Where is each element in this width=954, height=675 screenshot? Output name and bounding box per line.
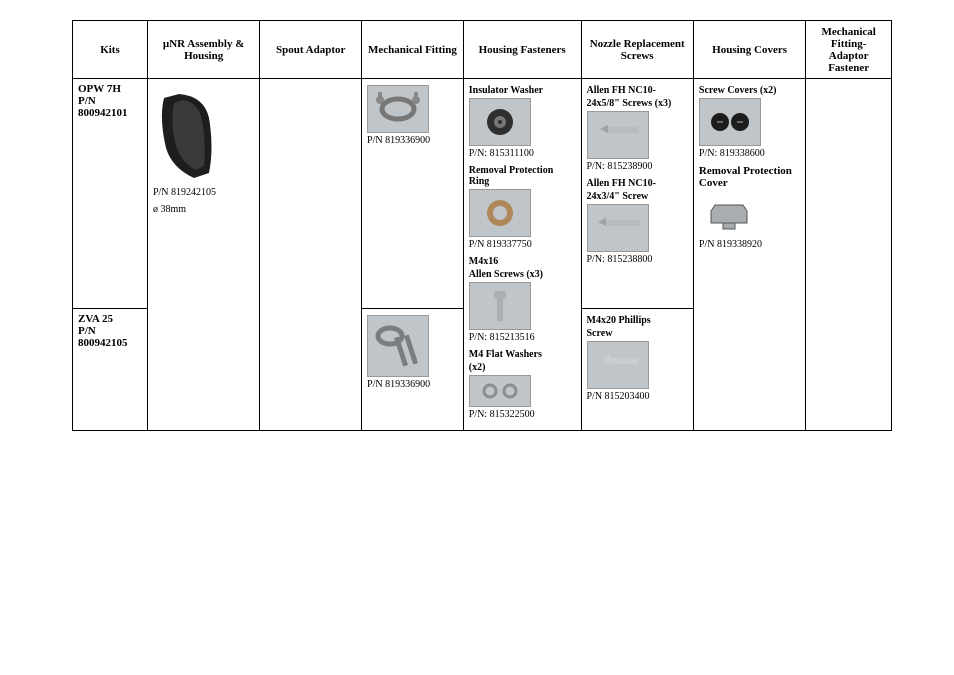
removalcover-pn: P/N 819338920 (699, 239, 800, 250)
allen58-label2: 24x5/8" Screws (x3) (587, 98, 688, 109)
mechfit-opw-image (367, 85, 429, 133)
kit-opw7h-line3: 800942101 (78, 107, 142, 119)
allen58-pn: P/N: 815238900 (587, 161, 688, 172)
m4washers-label1: M4 Flat Washers (469, 349, 576, 360)
inswasher-pn: P/N: 815311100 (469, 148, 576, 159)
screwcovers-pn: P/N: 819338600 (699, 148, 800, 159)
cell-covers: Screw Covers (x2) P/N: 819338600 Removal… (693, 79, 805, 431)
m4x20-pn: P/N 815203400 (587, 391, 688, 402)
cell-adaptor-fastener (806, 79, 892, 431)
parts-table: Kits µNR Assembly & Housing Spout Adapto… (72, 20, 892, 431)
cell-mechfit-opw: P/N 819336900 (362, 79, 464, 309)
protring-image (469, 189, 531, 237)
m4x20-image (587, 341, 649, 389)
assembly-note: ø 38mm (153, 204, 254, 215)
header-kits: Kits (73, 21, 148, 79)
m4x16-label1: M4x16 (469, 256, 576, 267)
removalcover-label: Removal Protection Cover (699, 165, 800, 189)
m4x16-image (469, 282, 531, 330)
kit-opw7h: OPW 7H P/N 800942101 (73, 79, 148, 309)
m4x16-pn: P/N: 815213516 (469, 332, 576, 343)
cell-nozzle-zva: M4x20 Phillips Screw P/N 815203400 (581, 309, 693, 431)
header-mechfit: Mechanical Fitting (362, 21, 464, 79)
screwcovers-label: Screw Covers (x2) (699, 85, 800, 96)
allen34-label1: Allen FH NC10- (587, 178, 688, 189)
kit-zva25-line1: ZVA 25 (78, 313, 142, 325)
cell-nozzle-opw: Allen FH NC10- 24x5/8" Screws (x3) P/N: … (581, 79, 693, 309)
kit-zva25-line2: P/N (78, 325, 142, 337)
mechfit-zva-pn: P/N 819336900 (367, 379, 458, 390)
cell-spout (260, 79, 362, 431)
cell-fasteners: Insulator Washer P/N: 815311100 Removal … (463, 79, 581, 431)
mechfit-opw-pn: P/N 819336900 (367, 135, 458, 146)
m4washers-pn: P/N: 815322500 (469, 409, 576, 420)
cell-assembly: P/N 819242105 ø 38mm (147, 79, 259, 431)
kit-zva25: ZVA 25 P/N 800942105 (73, 309, 148, 431)
kit-zva25-line3: 800942105 (78, 337, 142, 349)
removalcover-image (699, 191, 759, 237)
m4washers-image (469, 375, 531, 407)
m4x20-label1: M4x20 Phillips (587, 315, 688, 326)
protring-pn: P/N 819337750 (469, 239, 576, 250)
header-fasteners: Housing Fasteners (463, 21, 581, 79)
kit-opw7h-line1: OPW 7H (78, 83, 142, 95)
mechfit-zva-image (367, 315, 429, 377)
kit-opw7h-line2: P/N (78, 95, 142, 107)
protring-label: Removal Protection Ring (469, 165, 576, 187)
screwcovers-image (699, 98, 761, 146)
inswasher-image (469, 98, 531, 146)
header-covers: Housing Covers (693, 21, 805, 79)
m4x20-label2: Screw (587, 328, 688, 339)
m4x16-label2: Allen Screws (x3) (469, 269, 576, 280)
allen58-label1: Allen FH NC10- (587, 85, 688, 96)
header-assembly: µNR Assembly & Housing (147, 21, 259, 79)
allen58-image (587, 111, 649, 159)
allen34-image (587, 204, 649, 252)
allen34-label2: 24x3/4" Screw (587, 191, 688, 202)
assembly-image (153, 85, 233, 185)
assembly-pn: P/N 819242105 (153, 187, 254, 198)
m4washers-label2: (x2) (469, 362, 576, 373)
cell-mechfit-zva: P/N 819336900 (362, 309, 464, 431)
header-adaptor: Mechanical Fitting- Adaptor Fastener (806, 21, 892, 79)
inswasher-label: Insulator Washer (469, 85, 576, 96)
header-spout: Spout Adaptor (260, 21, 362, 79)
header-nozzle: Nozzle Replacement Screws (581, 21, 693, 79)
allen34-pn: P/N: 815238800 (587, 254, 688, 265)
